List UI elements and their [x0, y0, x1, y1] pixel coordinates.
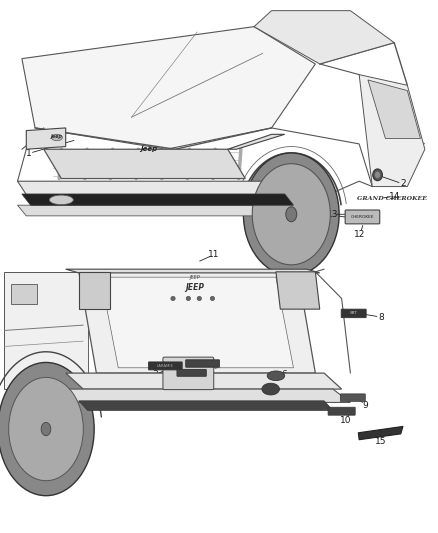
- Text: GRAND CHEROKEE: GRAND CHEROKEE: [357, 196, 427, 201]
- FancyBboxPatch shape: [341, 309, 366, 318]
- Text: CHEROKEE: CHEROKEE: [350, 215, 374, 219]
- Polygon shape: [66, 373, 342, 389]
- FancyBboxPatch shape: [328, 407, 355, 415]
- Text: Jeep: Jeep: [51, 133, 63, 139]
- Polygon shape: [358, 426, 403, 440]
- Text: SRT: SRT: [350, 311, 358, 316]
- Text: 5: 5: [196, 382, 202, 391]
- Ellipse shape: [41, 422, 51, 436]
- Polygon shape: [79, 272, 110, 309]
- Ellipse shape: [267, 371, 285, 381]
- Ellipse shape: [286, 207, 297, 222]
- Ellipse shape: [373, 169, 382, 181]
- Polygon shape: [44, 149, 245, 179]
- Text: 11: 11: [208, 251, 219, 259]
- FancyBboxPatch shape: [186, 360, 219, 367]
- Polygon shape: [22, 27, 315, 149]
- Text: 15: 15: [375, 437, 387, 446]
- FancyBboxPatch shape: [345, 210, 380, 224]
- Text: 9: 9: [363, 401, 369, 409]
- Text: 13: 13: [327, 210, 339, 219]
- Text: 3: 3: [152, 370, 159, 378]
- Text: JEEP: JEEP: [185, 284, 205, 293]
- Ellipse shape: [244, 153, 339, 276]
- Polygon shape: [18, 205, 307, 216]
- Polygon shape: [359, 75, 425, 187]
- Ellipse shape: [374, 171, 381, 179]
- Text: LARAMIE: LARAMIE: [157, 364, 174, 368]
- Polygon shape: [228, 134, 285, 149]
- Text: 12: 12: [354, 230, 366, 239]
- Text: 14: 14: [389, 192, 400, 200]
- Text: 10: 10: [340, 416, 352, 424]
- Polygon shape: [18, 181, 298, 195]
- Polygon shape: [61, 389, 350, 402]
- Ellipse shape: [262, 383, 279, 395]
- Ellipse shape: [197, 296, 201, 301]
- Text: 8: 8: [378, 313, 384, 321]
- Polygon shape: [79, 272, 315, 373]
- Text: 6: 6: [281, 370, 287, 378]
- Polygon shape: [79, 401, 333, 410]
- Polygon shape: [101, 277, 293, 368]
- Polygon shape: [4, 272, 88, 389]
- FancyBboxPatch shape: [148, 362, 182, 370]
- Polygon shape: [26, 128, 66, 149]
- Text: 7: 7: [272, 389, 278, 398]
- Ellipse shape: [0, 362, 94, 496]
- Polygon shape: [11, 284, 37, 304]
- Ellipse shape: [171, 296, 175, 301]
- Ellipse shape: [186, 296, 191, 301]
- Polygon shape: [22, 194, 293, 205]
- Polygon shape: [66, 269, 320, 273]
- Text: 1: 1: [25, 149, 32, 158]
- Ellipse shape: [52, 134, 63, 141]
- Polygon shape: [368, 80, 420, 139]
- Text: 2: 2: [400, 180, 406, 188]
- Polygon shape: [276, 272, 320, 309]
- Ellipse shape: [9, 377, 83, 481]
- Ellipse shape: [49, 195, 74, 205]
- FancyBboxPatch shape: [340, 394, 365, 401]
- Polygon shape: [254, 11, 394, 64]
- Ellipse shape: [210, 296, 215, 301]
- Text: JEEP: JEEP: [190, 275, 200, 280]
- FancyBboxPatch shape: [163, 357, 214, 390]
- Text: Jeep: Jeep: [140, 146, 158, 152]
- FancyBboxPatch shape: [177, 369, 206, 376]
- Text: 4: 4: [232, 359, 237, 368]
- Ellipse shape: [252, 164, 330, 265]
